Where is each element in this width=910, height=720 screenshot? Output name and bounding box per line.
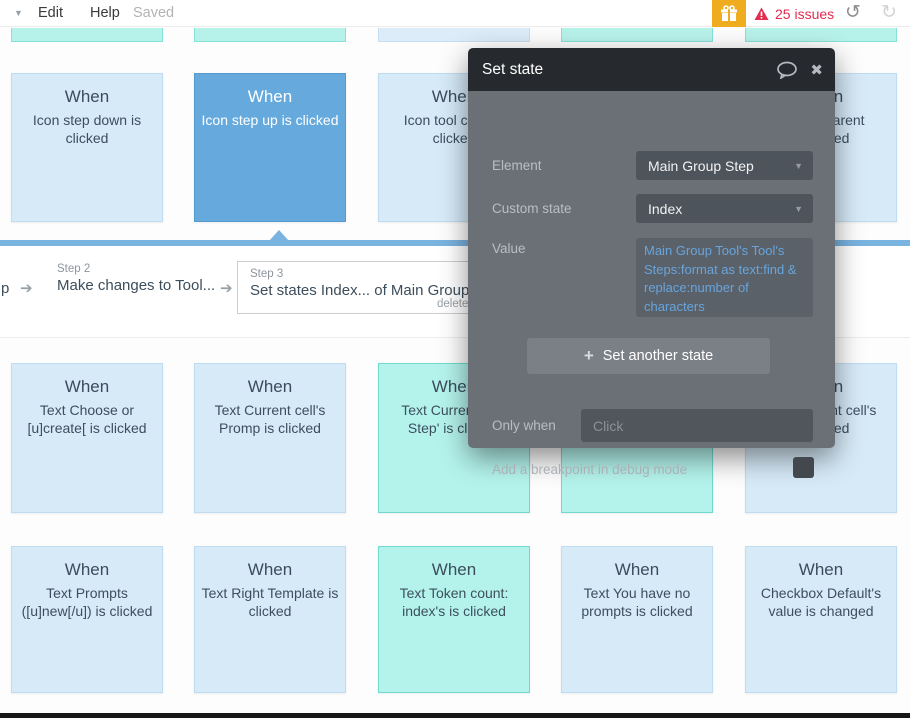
when-card[interactable]: When Text Choose or [u]create[ is clicke… <box>11 363 163 513</box>
card-text: prompts is clicked <box>581 602 693 619</box>
element-dropdown[interactable]: Main Group Step ▼ <box>636 151 813 180</box>
workflow-step-2[interactable]: Step 2 Make changes to Tool... <box>57 263 215 294</box>
delete-step-link[interactable]: delete <box>437 298 469 310</box>
when-card[interactable]: When Text Prompts ([u]new[/u]) is clicke… <box>11 546 163 693</box>
step-title: Set states Index... of Main Group Step <box>250 282 505 299</box>
when-card-selected[interactable]: When Icon step up is clicked <box>194 73 346 222</box>
chevron-down-icon: ▼ <box>794 203 803 214</box>
top-toolbar: ▼ Edit Help Saved 25 issues ↺ ↻ <box>0 0 910 27</box>
card-text: Text Prompts <box>46 585 128 601</box>
saved-status: Saved <box>133 5 175 21</box>
redo-icon[interactable]: ↻ <box>881 2 897 23</box>
card-text: Checkbox Default's <box>760 585 882 601</box>
element-value: Main Group Step <box>648 157 754 174</box>
card-title: When <box>431 560 477 579</box>
gift-icon <box>721 4 737 21</box>
card-title: When <box>247 560 293 579</box>
plus-icon: + <box>583 346 594 365</box>
menu-edit[interactable]: Edit <box>38 5 63 21</box>
breakpoint-checkbox[interactable] <box>793 457 814 478</box>
menu-help[interactable]: Help <box>90 5 120 21</box>
card-title: When <box>64 87 110 106</box>
card-title: When <box>247 377 293 396</box>
card-text: ([u]new[/u]) is clicked <box>21 602 153 619</box>
warning-icon <box>754 7 769 20</box>
when-card[interactable]: When Checkbox Default's value is changed <box>745 546 897 693</box>
card-text: Text You have no <box>583 585 691 601</box>
when-card-partial[interactable] <box>11 28 163 42</box>
dialog-body: Element Main Group Step ▼ Custom state I… <box>468 91 835 478</box>
when-card[interactable]: When Text Token count: index's is clicke… <box>378 546 530 693</box>
value-expression-text: Main Group Tool's Tool's <box>644 243 785 258</box>
card-text: [u]create[ is clicked <box>27 419 147 436</box>
when-card-partial[interactable] <box>561 28 713 42</box>
when-card-partial[interactable] <box>745 28 897 42</box>
dialog-title: Set state <box>482 60 544 78</box>
when-card[interactable]: When Icon step down is clicked <box>11 73 163 222</box>
set-state-dialog: Set state ✖ Element Main Group Step ▼ Cu… <box>468 48 835 478</box>
when-card-partial[interactable] <box>194 28 346 42</box>
card-text: clicked <box>432 129 476 146</box>
chevron-down-icon[interactable]: ▼ <box>14 8 23 18</box>
step-label: Step 3 <box>250 268 284 280</box>
bottom-divider-bar <box>0 713 910 718</box>
card-text: Icon step up is clicked <box>201 112 339 128</box>
breakpoint-label: Add a breakpoint in debug mode <box>492 462 688 477</box>
close-icon[interactable]: ✖ <box>810 61 823 79</box>
accent-bar <box>0 240 910 246</box>
selected-card-caret <box>269 230 289 241</box>
step-title-fragment[interactable]: p <box>1 280 10 297</box>
when-card[interactable]: When Text Current cell's Promp is clicke… <box>194 363 346 513</box>
set-another-state-label: Set another state <box>602 348 714 364</box>
card-title: When <box>614 560 660 579</box>
comment-icon[interactable] <box>776 61 798 79</box>
card-text: Text Choose or <box>39 402 135 418</box>
element-label: Element <box>492 158 542 173</box>
card-text: clicked <box>65 129 109 146</box>
card-title: When <box>798 560 844 579</box>
card-text: clicked <box>248 602 292 619</box>
gift-button[interactable] <box>712 0 746 27</box>
custom-state-dropdown[interactable]: Index ▼ <box>636 194 813 223</box>
value-expression-text: replace:number of <box>644 280 749 295</box>
value-expression-field[interactable]: Main Group Tool's Tool's Steps:format as… <box>636 238 813 317</box>
card-text: value is changed <box>768 602 874 619</box>
undo-icon[interactable]: ↺ <box>845 2 861 23</box>
arrow-right-icon: ➔ <box>20 280 33 297</box>
step-title: Make changes to Tool... <box>57 277 216 294</box>
dialog-header[interactable]: Set state ✖ <box>468 48 835 91</box>
card-text: Icon step down is <box>32 112 142 128</box>
value-label: Value <box>492 241 526 256</box>
card-text: Promp is clicked <box>219 419 321 436</box>
card-title: When <box>247 87 293 106</box>
card-title: When <box>431 377 477 396</box>
chevron-down-icon: ▼ <box>794 160 803 171</box>
only-when-input[interactable] <box>581 409 813 442</box>
when-card[interactable]: When Text Right Template is clicked <box>194 546 346 693</box>
custom-state-label: Custom state <box>492 201 572 216</box>
card-text: index's is clicked <box>402 602 506 619</box>
card-text: Text Current cell's <box>214 402 326 418</box>
arrow-right-icon: ➔ <box>220 280 233 297</box>
card-title: When <box>431 87 477 106</box>
card-text: Text Right Template is <box>201 585 339 601</box>
issues-count: 25 issues <box>775 5 835 22</box>
card-title: When <box>64 560 110 579</box>
custom-state-value: Index <box>648 200 683 217</box>
issues-indicator[interactable]: 25 issues <box>754 0 834 27</box>
card-text: Text Token count: <box>399 585 509 601</box>
step-label: Step 2 <box>57 263 91 275</box>
value-expression-text: Steps:format as text:find & <box>644 261 797 277</box>
when-card[interactable]: When Text You have no prompts is clicked <box>561 546 713 693</box>
when-card-partial[interactable] <box>378 28 530 42</box>
card-title: When <box>64 377 110 396</box>
set-another-state-button[interactable]: + Set another state <box>527 338 770 374</box>
only-when-label: Only when <box>492 418 556 433</box>
value-expression-text: characters <box>644 298 705 314</box>
